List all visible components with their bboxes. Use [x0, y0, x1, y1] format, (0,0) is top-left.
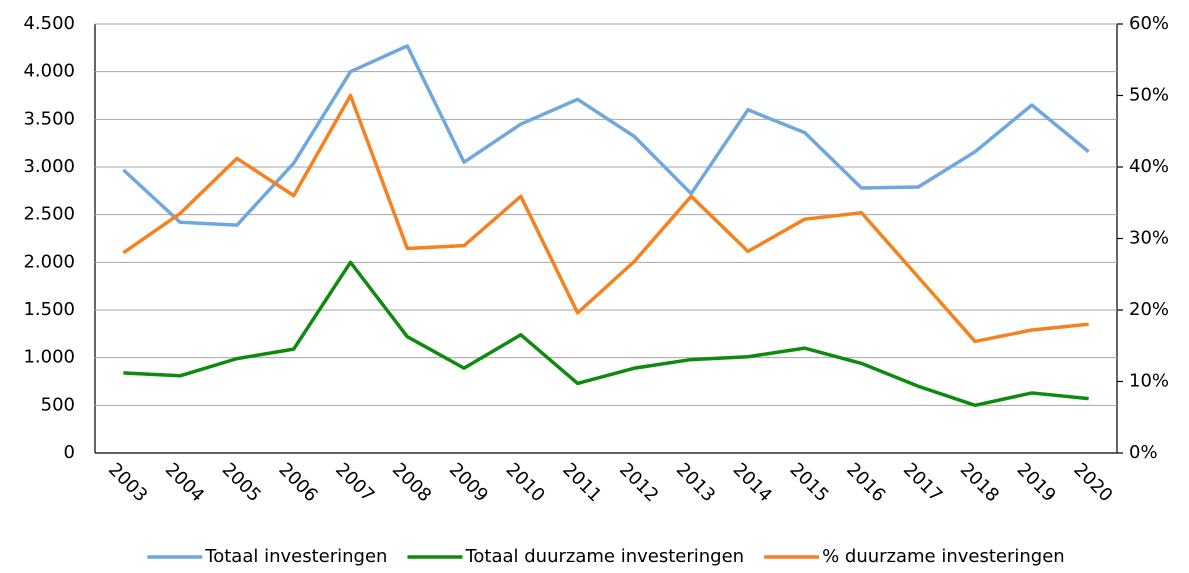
y-tick-label: 2.500: [23, 204, 75, 225]
legend-item: Totaal investeringen: [147, 546, 387, 567]
legend-item: % duurzame investeringen: [764, 546, 1065, 567]
legend-label: % duurzame investeringen: [822, 546, 1065, 567]
x-tick-label: 2003: [104, 459, 151, 506]
y-tick-label: 3.000: [23, 156, 75, 177]
y-tick-label: 2.000: [23, 251, 75, 272]
x-tick-label: 2010: [502, 459, 549, 506]
x-tick-label: 2017: [899, 459, 946, 506]
y-tick-label: 1.500: [23, 299, 75, 320]
x-tick-label: 2014: [729, 459, 776, 506]
x-tick-label: 2009: [445, 459, 492, 506]
x-tick-label: 2012: [615, 459, 662, 506]
y-tick-label: 0: [64, 442, 75, 463]
x-tick-label: 2013: [672, 459, 719, 506]
x-tick-label: 2020: [1069, 459, 1116, 506]
y-tick-label: 4.000: [23, 61, 75, 82]
legend-label: Totaal investeringen: [204, 546, 387, 567]
x-tick-label: 2019: [1013, 459, 1060, 506]
series-line: [122, 44, 1090, 227]
series-line: [123, 260, 1089, 408]
y-tick-label: 4.500: [23, 13, 75, 34]
y2-tick-label: 30%: [1129, 228, 1169, 249]
series-line: [122, 93, 1089, 344]
y2-tick-label: 20%: [1129, 299, 1169, 320]
x-tick-label: 2007: [331, 459, 378, 506]
y2-tick-label: 50%: [1129, 85, 1169, 106]
x-tick-label: 2018: [956, 459, 1003, 506]
y2-tick-label: 0%: [1129, 442, 1158, 463]
y-tick-label: 1.000: [23, 347, 75, 368]
legend-label: Totaal duurzame investeringen: [464, 546, 744, 567]
y2-tick-label: 40%: [1129, 156, 1169, 177]
legend-item: Totaal duurzame investeringen: [407, 546, 744, 567]
x-tick-label: 2011: [558, 459, 605, 506]
x-tick-label: 2005: [218, 459, 265, 506]
x-tick-label: 2015: [785, 459, 832, 506]
x-tick-label: 2016: [842, 459, 889, 506]
x-tick-label: 2006: [274, 459, 321, 506]
y2-tick-label: 60%: [1129, 13, 1169, 34]
y-tick-label: 500: [41, 394, 75, 415]
y-tick-label: 3.500: [23, 108, 75, 129]
y2-tick-label: 10%: [1129, 371, 1169, 392]
x-tick-label: 2004: [161, 459, 208, 506]
x-tick-label: 2008: [388, 459, 435, 506]
